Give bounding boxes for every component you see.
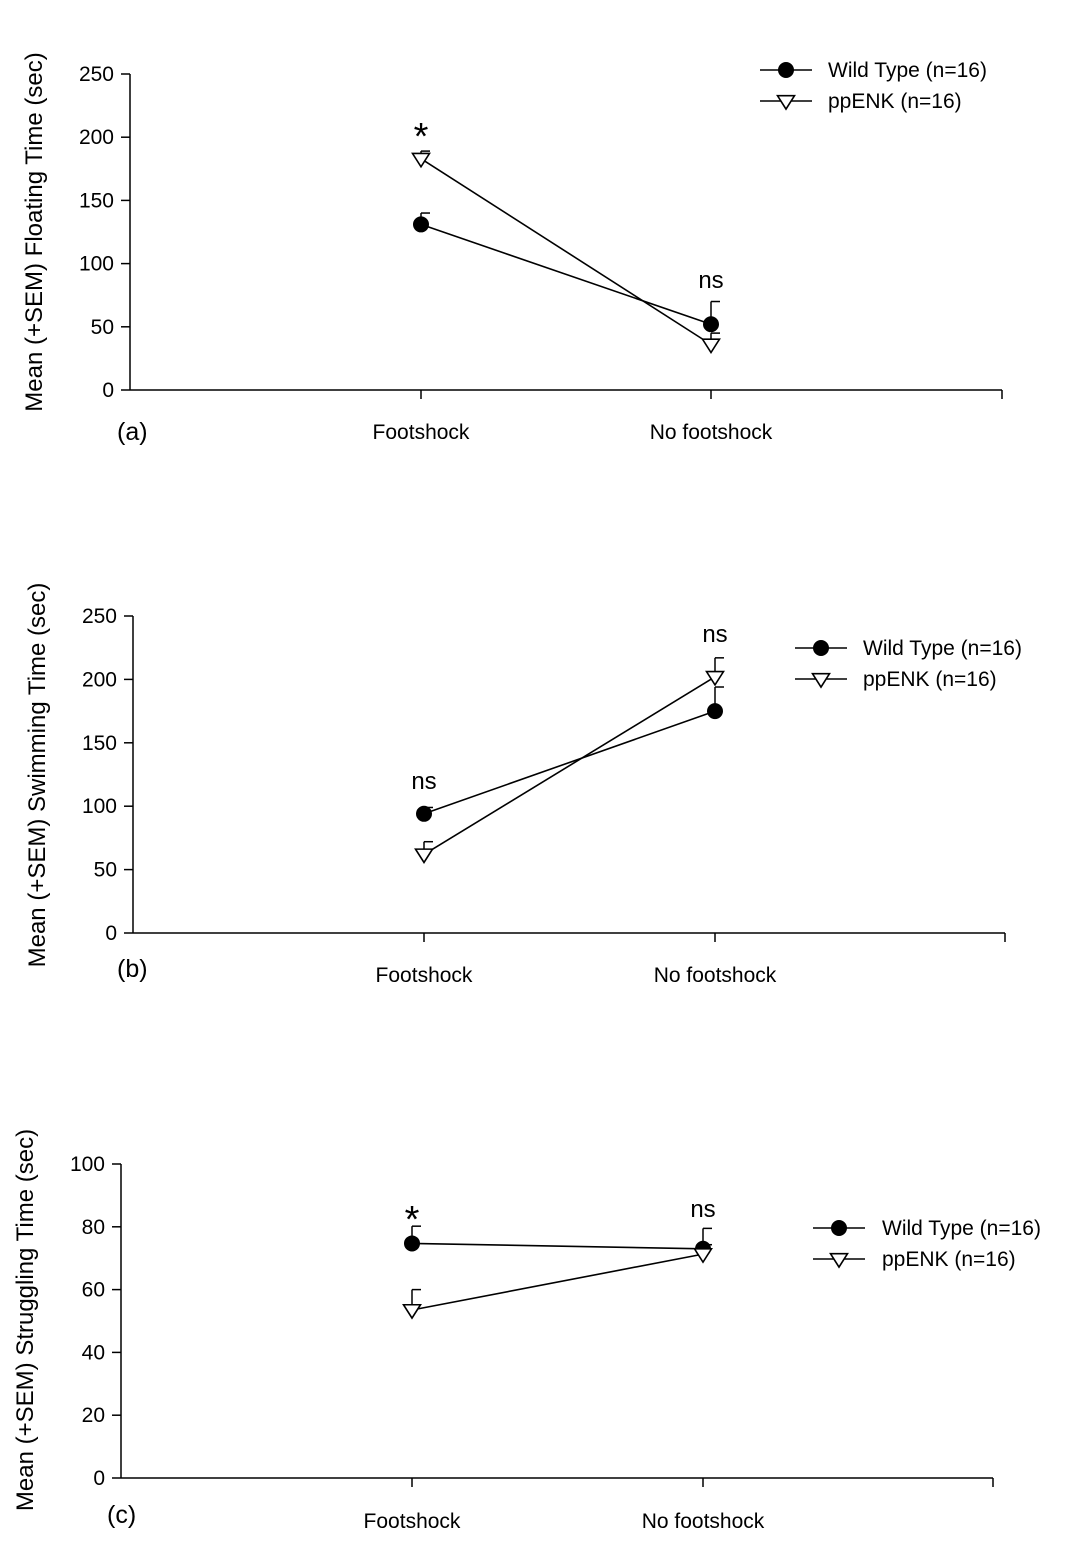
legend-label: ppENK (n=16) bbox=[828, 90, 962, 113]
significance-label: * bbox=[414, 116, 429, 158]
y-tick-label: 250 bbox=[82, 605, 117, 628]
series-wild-type bbox=[404, 1225, 712, 1257]
chart-panel-3: 0 20 40 60 80 100 Footshock No footshock (c) Mean… bbox=[12, 1129, 1041, 1533]
y-tick-label: 200 bbox=[82, 668, 117, 691]
significance-label: ns bbox=[698, 267, 723, 294]
legend-marker bbox=[776, 94, 796, 111]
series-line bbox=[411, 1242, 704, 1250]
legend-marker bbox=[813, 640, 829, 656]
data-point bbox=[701, 338, 721, 355]
series-ppenk bbox=[411, 150, 721, 355]
legend: Wild Type (n=16) ppENK (n=16) bbox=[795, 637, 1022, 691]
legend-label: ppENK (n=16) bbox=[863, 668, 997, 691]
series-line bbox=[423, 710, 716, 815]
y-tick-label: 40 bbox=[82, 1341, 105, 1364]
x-category-label: Footshock bbox=[373, 421, 470, 444]
x-category-label: No footshock bbox=[654, 964, 777, 987]
series-line bbox=[423, 676, 716, 856]
y-tick-label: 100 bbox=[79, 253, 114, 276]
significance-label: * bbox=[405, 1199, 420, 1241]
panel-label: (c) bbox=[107, 1501, 136, 1529]
legend-label: Wild Type (n=16) bbox=[828, 59, 987, 82]
y-tick-label: 200 bbox=[79, 126, 114, 149]
y-axis-label: Mean (+SEM) Struggling Time (sec) bbox=[12, 1129, 39, 1511]
legend-marker bbox=[778, 62, 794, 78]
data-point bbox=[693, 1248, 713, 1264]
legend-marker bbox=[829, 1252, 849, 1269]
y-tick-label: 150 bbox=[79, 189, 114, 212]
y-tick-label: 100 bbox=[70, 1153, 105, 1176]
panel-label: (b) bbox=[117, 955, 148, 983]
legend: Wild Type (n=16) ppENK (n=16) bbox=[760, 59, 987, 113]
y-tick-label: 100 bbox=[82, 795, 117, 818]
data-point bbox=[707, 703, 723, 720]
x-category-label: No footshock bbox=[650, 421, 773, 444]
series-line bbox=[420, 223, 712, 326]
y-axis-label: Mean (+SEM) Swimming Time (sec) bbox=[24, 583, 51, 968]
chart-panel-2: 0 50 100 150 200 250 Footshock No footshock (b) M… bbox=[24, 583, 1022, 987]
legend-label: Wild Type (n=16) bbox=[863, 637, 1022, 660]
y-tick-label: 250 bbox=[79, 63, 114, 86]
legend-label: ppENK (n=16) bbox=[882, 1248, 1016, 1271]
series-ppenk bbox=[402, 1243, 713, 1320]
y-tick-label: 50 bbox=[91, 316, 114, 339]
y-tick-label: 150 bbox=[82, 732, 117, 755]
data-point bbox=[404, 1235, 420, 1252]
significance-label: ns bbox=[690, 1196, 715, 1223]
panel-label: (a) bbox=[117, 418, 148, 446]
chart-panel-1: 0 50 100 150 200 250 Footshock No footshock (a) M… bbox=[21, 52, 1003, 446]
series-wild-type bbox=[413, 212, 720, 333]
data-point bbox=[402, 1303, 422, 1320]
legend-label: Wild Type (n=16) bbox=[882, 1217, 1041, 1240]
legend-marker bbox=[831, 1220, 847, 1236]
data-point bbox=[413, 216, 429, 233]
y-axis-label: Mean (+SEM) Floating Time (sec) bbox=[21, 52, 48, 411]
series-line bbox=[411, 1253, 704, 1311]
y-tick-label: 60 bbox=[82, 1279, 105, 1302]
y-tick-label: 0 bbox=[105, 922, 117, 945]
x-category-label: No footshock bbox=[642, 1510, 765, 1533]
significance-label: ns bbox=[411, 768, 436, 795]
data-point bbox=[411, 152, 431, 169]
series-wild-type bbox=[416, 686, 724, 822]
y-tick-label: 0 bbox=[93, 1467, 105, 1490]
data-point bbox=[414, 848, 434, 864]
y-tick-label: 50 bbox=[94, 859, 117, 882]
x-category-label: Footshock bbox=[364, 1510, 461, 1533]
data-point bbox=[705, 670, 725, 687]
legend: Wild Type (n=16) ppENK (n=16) bbox=[813, 1217, 1041, 1271]
significance-label: ns bbox=[702, 621, 727, 648]
y-tick-label: 0 bbox=[102, 379, 114, 402]
data-point bbox=[703, 316, 719, 333]
data-point bbox=[416, 805, 432, 822]
y-tick-label: 80 bbox=[82, 1216, 105, 1239]
x-category-label: Footshock bbox=[376, 964, 473, 987]
legend-marker bbox=[811, 672, 831, 689]
series-ppenk bbox=[414, 657, 725, 864]
series-line bbox=[420, 158, 712, 346]
y-tick-label: 20 bbox=[82, 1404, 105, 1427]
